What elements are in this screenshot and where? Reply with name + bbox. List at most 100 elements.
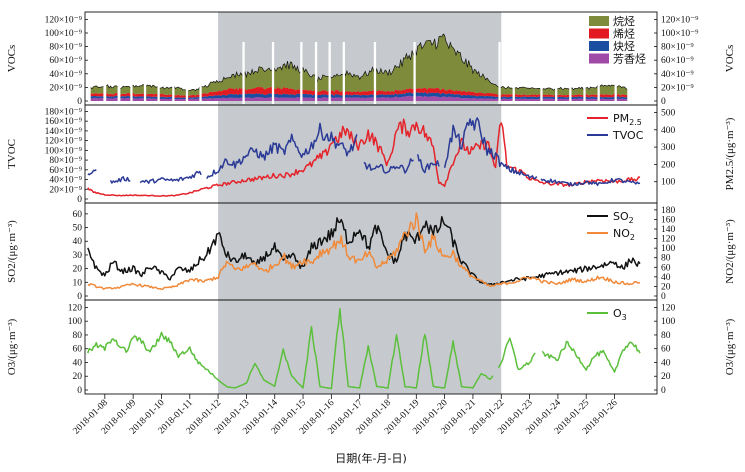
left-tick-label: 30 [73, 251, 83, 261]
area-炔烃 [90, 92, 629, 100]
area-芳香烃 [90, 95, 629, 101]
left-tick-label: 40×10⁻⁹ [49, 176, 82, 186]
vocs-total-outline [90, 33, 629, 92]
right-tick-label: 100×10⁻⁹ [661, 29, 699, 39]
right-axis-label-so2_no2: NO2/(μg·m⁻³) [724, 219, 736, 284]
data-gap [172, 42, 175, 104]
legend-label-PM2.5: PM2.5 [613, 112, 642, 127]
right-tick-label: 80 [661, 331, 671, 341]
data-gap [555, 42, 558, 104]
data-gap [143, 42, 147, 104]
right-axis-label-o3: O3/(μg·m⁻³) [724, 318, 736, 375]
legend-label-O3: O3 [613, 307, 627, 322]
left-tick-label: 80 [73, 331, 83, 341]
legend-swatch-烷烃 [589, 16, 609, 26]
left-tick-label: 40×10⁻⁹ [49, 70, 82, 80]
data-gap [583, 42, 586, 104]
left-tick-label: 120×10⁻⁹ [45, 137, 83, 147]
data-gap [242, 42, 245, 104]
data-gap [342, 42, 345, 104]
right-tick-label: 60 [661, 263, 671, 273]
data-gap [328, 42, 331, 104]
data-gap [103, 42, 107, 104]
left-tick-label: 120×10⁻⁹ [45, 15, 83, 25]
panel-tvoc_pm [87, 117, 641, 197]
right-tick-label: 160 [661, 215, 676, 225]
frame-o3 [84, 299, 658, 395]
left-tick-label: 80×10⁻⁹ [49, 43, 82, 53]
right-tick-label: 200 [661, 160, 676, 170]
legend-swatch-烯烃 [589, 28, 609, 39]
right-axis-label-vocs: VOCs [724, 45, 736, 73]
data-gap [597, 42, 600, 104]
legend-label-芳香烃: 芳香烃 [613, 52, 646, 66]
right-tick-label: 60 [661, 345, 671, 355]
data-gap [185, 42, 189, 104]
panel-so2_no2 [87, 212, 641, 291]
left-tick-label: 120 [68, 303, 83, 313]
left-tick-label: 0 [77, 292, 82, 302]
line-SO2 [87, 216, 641, 287]
left-tick-label: 50 [73, 224, 83, 234]
panel-o3 [87, 308, 641, 390]
right-tick-label: 20 [661, 372, 671, 382]
left-tick-label: 60×10⁻⁹ [49, 166, 82, 176]
left-tick-label: 0 [77, 195, 82, 205]
line-PM2.5 [87, 118, 641, 197]
right-tick-label: 180 [661, 206, 676, 216]
right-tick-label: 100 [661, 317, 676, 327]
right-tick-label: 300 [661, 143, 676, 153]
legend-swatch-炔烃 [589, 41, 609, 51]
right-tick-label: 100 [661, 244, 676, 254]
right-tick-label: 40 [661, 358, 671, 368]
left-tick-label: 140×10⁻⁹ [45, 127, 83, 137]
right-tick-label: 100 [661, 178, 676, 188]
left-tick-label: 80×10⁻⁹ [49, 156, 82, 166]
x-axis-label: 日期(年-月-日) [335, 451, 407, 465]
right-tick-label: 20×10⁻⁹ [661, 83, 694, 93]
left-tick-label: 180×10⁻⁹ [45, 107, 83, 117]
left-tick-label: 0 [77, 97, 82, 107]
data-gap [314, 42, 318, 104]
right-tick-label: 60×10⁻⁹ [661, 56, 694, 66]
data-gap [199, 42, 202, 104]
left-tick-label: 40 [73, 358, 83, 368]
right-tick-label: 0 [661, 292, 666, 302]
data-gap [117, 42, 121, 104]
left-tick-label: 60 [73, 210, 83, 220]
right-tick-label: 0 [661, 386, 666, 396]
legend-label-TVOC: TVOC [612, 129, 644, 142]
legend-tvoc_pm: PM2.5 TVOC [587, 112, 644, 142]
left-tick-label: 100×10⁻⁹ [45, 29, 83, 39]
data-gap [157, 42, 160, 104]
data-gap [271, 42, 275, 104]
data-gap [300, 42, 303, 104]
right-tick-label: 500 [661, 108, 676, 118]
left-tick-label: 100 [68, 317, 83, 327]
left-axis-label-o3: O3/(μg·m⁻³) [6, 318, 18, 375]
line-O3 [87, 308, 641, 390]
data-gap [569, 42, 572, 104]
data-gap [130, 42, 133, 104]
left-axis-label-so2_no2: SO2/(μg·m⁻³) [6, 220, 18, 283]
data-gap [614, 42, 617, 104]
legend-o3: O3 [587, 307, 627, 322]
right-axis-label-tvoc_pm: PM2.5/(μg·m⁻³) [724, 117, 736, 190]
right-tick-label: 80×10⁻⁹ [661, 43, 694, 53]
legend-label-SO2: SO2 [613, 210, 634, 225]
data-gap [373, 42, 377, 104]
right-tick-label: 140 [661, 225, 676, 235]
line-NO2 [87, 212, 641, 291]
plot-series [87, 33, 641, 390]
left-tick-label: 100×10⁻⁹ [45, 146, 83, 156]
left-tick-label: 0 [77, 386, 82, 396]
data-gap [512, 42, 515, 104]
left-tick-label: 40 [73, 237, 83, 247]
right-tick-label: 80 [661, 254, 671, 264]
left-tick-label: 20×10⁻⁹ [49, 83, 82, 93]
left-axis-label-tvoc_pm: TVOC [6, 139, 18, 169]
